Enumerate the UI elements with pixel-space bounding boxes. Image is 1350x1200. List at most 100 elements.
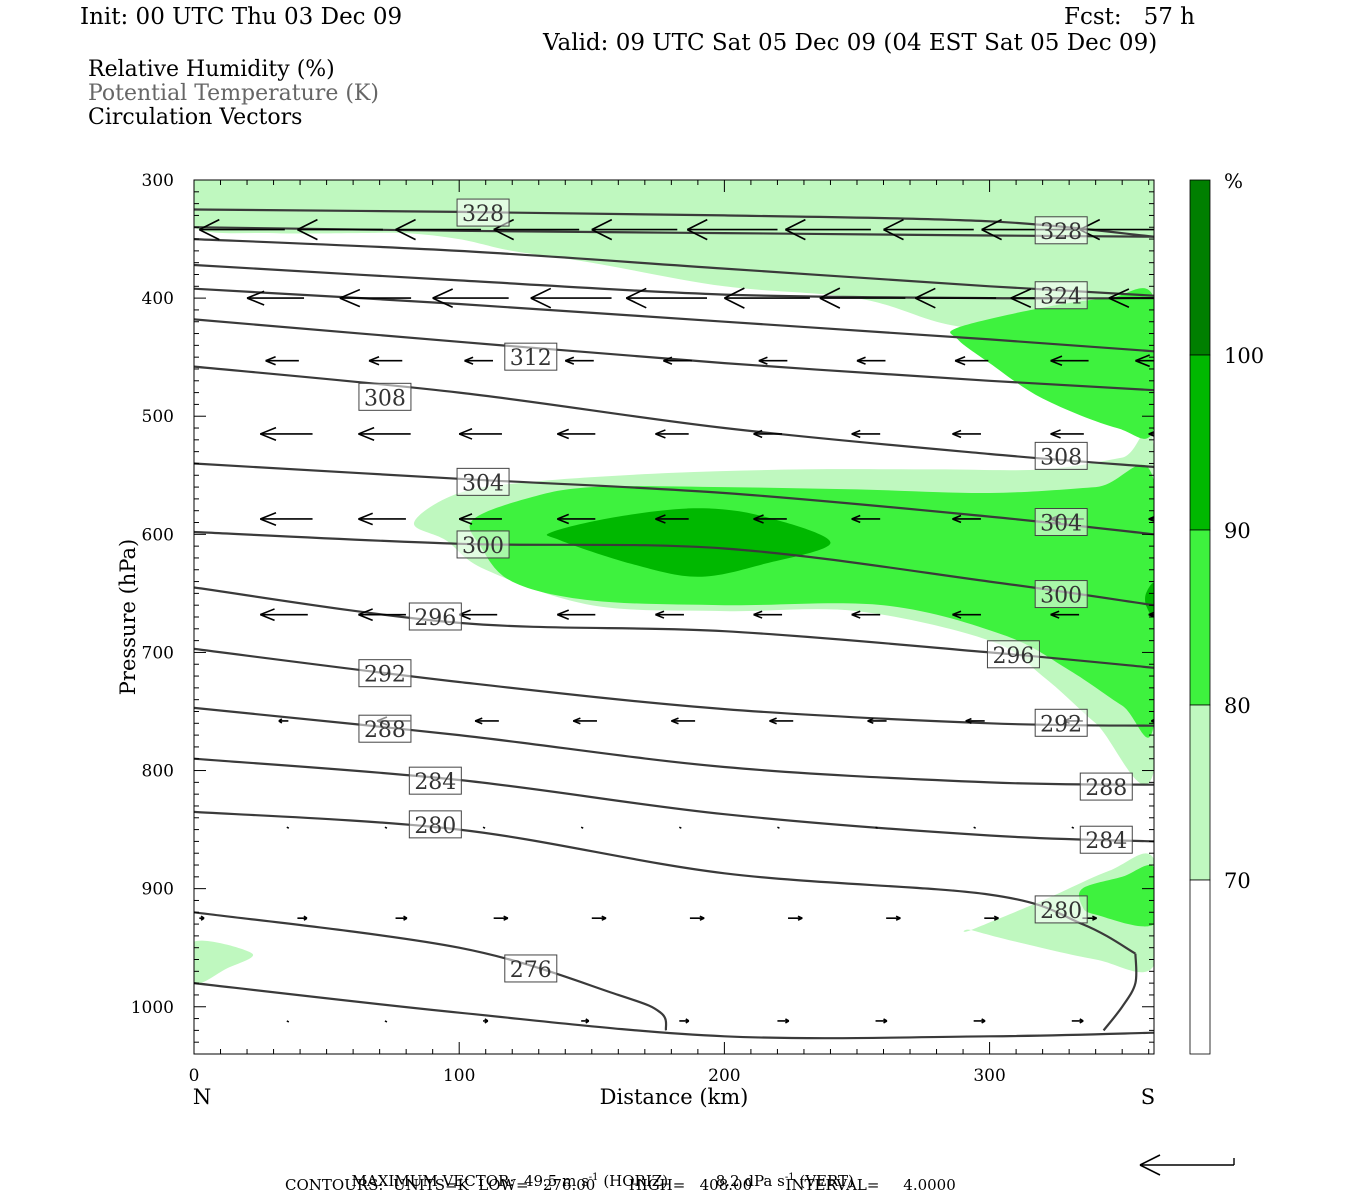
contour-label-text: 280 [414,814,456,839]
circulation-vector [297,915,308,921]
contour-label-308: 308 [358,382,412,411]
max-vector-label: MAXIMUM VECTOR: [351,1172,515,1190]
theta-contour-300 [194,530,1154,607]
circulation-vector [482,826,486,829]
axes-layer: 300 400 500 600 700 800 900 1000 0 100 200 300 [131,171,1154,1086]
circulation-vector [785,218,871,241]
circulation-vector [198,218,285,241]
contour-label-text: 300 [1040,584,1082,609]
field-potential-temperature: Potential Temperature (K) [88,81,379,106]
contour-label-text: 304 [462,471,504,496]
contour-label-text: 280 [1040,899,1082,924]
circulation-vector [286,1020,290,1023]
circulation-vector [1151,718,1154,724]
circulation-vector [260,608,308,622]
colorbar-band [1189,529,1211,706]
valid-time: Valid: 09 UTC Sat 05 Dec 09 (04 EST Sat … [543,30,1158,56]
circulation-vector [530,287,612,309]
contour-label-304: 304 [1034,508,1088,537]
colorbar: % 100 90 80 70 [1189,169,1264,1055]
theta-contour-276 [194,911,668,1031]
contour-label-296: 296 [986,640,1040,669]
colorbar-level-label: 70 [1224,869,1251,893]
circulation-vector [655,610,684,619]
contour-label-text: 328 [462,202,504,227]
circulation-vector [954,355,989,366]
theta-contour-284 [194,757,1154,843]
circulation-vector [564,356,594,365]
circulation-vector [851,429,881,439]
south-end-label: S [1141,1085,1155,1109]
circulation-vector [753,514,787,524]
circulation-vector [984,915,999,921]
contour-label-text: 300 [462,534,504,559]
circulation-vector [458,609,498,620]
max-vector-horiz: 49.5 m s [523,1172,589,1190]
circulation-vector [625,287,708,309]
y-tick-label: 700 [142,643,174,663]
circulation-vector [278,718,289,724]
circulation-vector [493,915,509,921]
circulation-vector [557,428,596,440]
contour-label-328: 328 [456,198,510,227]
rh-region-80-5 [950,288,1154,439]
circulation-vector [973,826,977,829]
rh-region-70-2 [194,940,254,985]
contour-label-284: 284 [408,766,462,795]
contour-label-300: 300 [1034,580,1088,609]
contour-label-text: 292 [364,663,406,688]
circulation-vector [395,915,408,921]
circulation-vector [580,826,584,829]
x-tick-label: 0 [189,1066,200,1086]
circulation-vector [591,915,607,921]
contour-label-text: 288 [364,718,406,743]
circulation-vector [1050,610,1080,619]
contour-label-324: 324 [1034,281,1088,310]
circulation-vector [199,915,205,921]
y-tick-label: 400 [142,289,174,309]
contour-label-text: 288 [1085,776,1127,801]
max-vector-vert-tag: (VERT) [799,1172,854,1190]
contour-label-280: 280 [1034,895,1088,924]
horiz-exponent: -1 [588,1172,599,1183]
circulation-vector [1071,826,1075,829]
circulation-vector [867,717,887,724]
contour-label-328: 328 [1034,216,1088,245]
circulation-vector [689,915,705,921]
circulation-vector [678,826,682,829]
circulation-vector [769,717,794,725]
circulation-vector [358,608,406,622]
circulation-vector [483,1018,489,1024]
contour-label-layer: 328 328 324 312 308 308 304 304 300 300 296 296 292 2… [358,198,1133,983]
circulation-vector [384,1020,388,1023]
circulation-vector [851,514,881,524]
circulation-vector [1148,430,1154,437]
circulation-vector [655,429,689,439]
circulation-vector [260,511,313,526]
circulation-vector [965,717,985,724]
circulation-vector [557,609,596,620]
circulation-vector [758,356,788,365]
colorbar-level-label: 80 [1224,694,1251,718]
theta-contour-304 [194,462,1154,536]
circulation-vector [973,1018,986,1024]
circulation-vector [286,826,290,829]
contour-label-292: 292 [1034,708,1088,737]
circulation-vector [875,1018,888,1024]
contour-label-text: 276 [510,958,552,983]
contour-label-text: 292 [1040,712,1082,737]
x-axis-label: Distance (km) [600,1085,749,1109]
forecast-hour: Fcst: 57 h [1064,4,1195,30]
circulation-vector [788,915,803,921]
colorbar-band [1189,879,1211,1055]
circulation-vector [663,356,692,365]
max-vector-vert: 8.2 dPa s [715,1172,785,1190]
circulation-vector [886,915,901,921]
circulation-vector [358,512,406,526]
max-vector-line: MAXIMUM VECTOR: 49.5 m s-1 (HORIZ) 8.2 d… [342,1158,854,1189]
circulation-vector [572,717,597,725]
init-time: Init: 00 UTC Thu 03 Dec 09 [80,4,403,30]
circulation-vector [591,218,678,241]
y-tick-label: 500 [142,407,174,427]
